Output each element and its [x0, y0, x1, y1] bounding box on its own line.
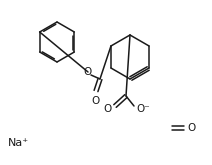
Text: O: O: [84, 67, 92, 77]
Text: O: O: [92, 96, 100, 106]
Text: Na⁺: Na⁺: [8, 138, 29, 148]
Text: O: O: [104, 104, 112, 114]
Text: O: O: [187, 123, 195, 133]
Text: O⁻: O⁻: [136, 104, 150, 114]
